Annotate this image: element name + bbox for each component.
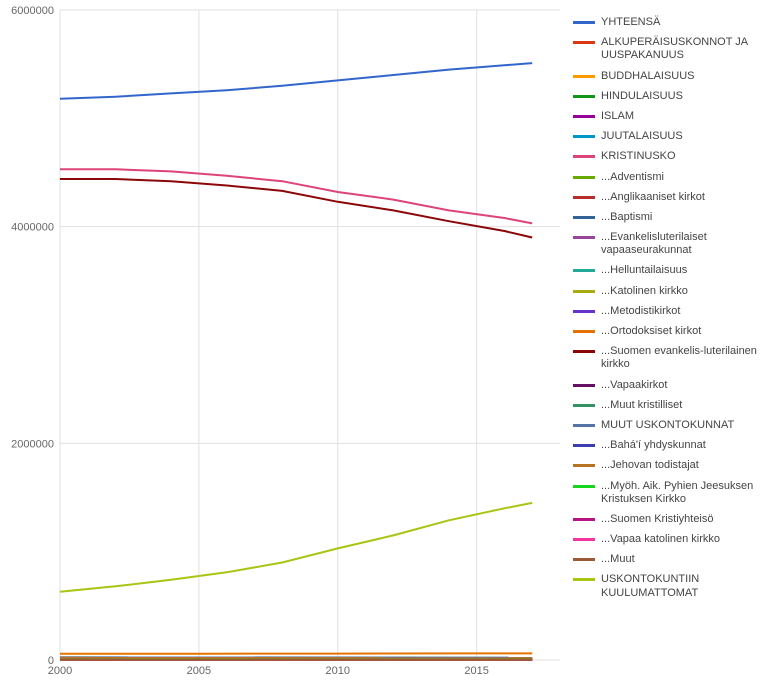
legend-item[interactable]: ...Vapaa katolinen kirkko: [573, 533, 783, 546]
legend-swatch: [573, 518, 595, 521]
legend-label: BUDDHALAISUUS: [601, 70, 783, 83]
svg-text:2005: 2005: [187, 665, 211, 677]
legend-item[interactable]: ...Bahá'í yhdyskunnat: [573, 439, 783, 452]
legend-item[interactable]: BUDDHALAISUUS: [573, 70, 783, 83]
legend-label: ...Anglikaaniset kirkot: [601, 191, 783, 204]
legend-item[interactable]: ...Ortodoksiset kirkot: [573, 325, 783, 338]
legend-swatch: [573, 236, 595, 239]
legend-swatch: [573, 135, 595, 138]
legend-item[interactable]: ...Muut: [573, 553, 783, 566]
legend-label: ...Katolinen kirkko: [601, 285, 783, 298]
legend-label: USKONTOKUNTIIN KUULUMATTOMAT: [601, 573, 783, 599]
legend-swatch: [573, 558, 595, 561]
legend-label: ...Metodistikirkot: [601, 305, 783, 318]
legend-swatch: [573, 350, 595, 353]
legend-label: ...Adventismi: [601, 171, 783, 184]
chart-plot-area: 20002005201020150200000040000006000000: [0, 0, 565, 684]
legend-item[interactable]: ...Myöh. Aik. Pyhien Jeesuksen Kristukse…: [573, 480, 783, 506]
legend-item[interactable]: YHTEENSÄ: [573, 16, 783, 29]
legend-item[interactable]: ...Adventismi: [573, 171, 783, 184]
legend-label: MUUT USKONTOKUNNAT: [601, 419, 783, 432]
legend-label: ...Helluntailaisuus: [601, 264, 783, 277]
legend: YHTEENSÄ ALKUPERÄISUSKONNOT JA UUSPAKANUU…: [565, 0, 783, 684]
legend-swatch: [573, 155, 595, 158]
legend-item[interactable]: MUUT USKONTOKUNNAT: [573, 419, 783, 432]
legend-swatch: [573, 290, 595, 293]
legend-label: ISLAM: [601, 110, 783, 123]
svg-text:2015: 2015: [464, 665, 488, 677]
svg-text:6000000: 6000000: [11, 5, 54, 17]
legend-swatch: [573, 176, 595, 179]
legend-item[interactable]: ...Baptismi: [573, 211, 783, 224]
legend-label: ...Ortodoksiset kirkot: [601, 325, 783, 338]
legend-swatch: [573, 424, 595, 427]
legend-label: ...Muut: [601, 553, 783, 566]
legend-item[interactable]: ISLAM: [573, 110, 783, 123]
legend-label: ...Suomen Kristiyhteisö: [601, 513, 783, 526]
legend-label: ...Bahá'í yhdyskunnat: [601, 439, 783, 452]
legend-item[interactable]: ...Suomen evankelis-luterilainen kirkko: [573, 345, 783, 371]
legend-swatch: [573, 216, 595, 219]
svg-text:0: 0: [48, 655, 54, 667]
legend-label: ...Myöh. Aik. Pyhien Jeesuksen Kristukse…: [601, 480, 783, 506]
legend-label: ALKUPERÄISUSKONNOT JA UUSPAKANUUS: [601, 36, 783, 62]
legend-label: ...Vapaakirkot: [601, 379, 783, 392]
chart-svg: 20002005201020150200000040000006000000: [0, 0, 565, 684]
legend-label: ...Jehovan todistajat: [601, 459, 783, 472]
svg-text:4000000: 4000000: [11, 222, 54, 234]
legend-swatch: [573, 115, 595, 118]
legend-label: ...Suomen evankelis-luterilainen kirkko: [601, 345, 783, 371]
legend-item[interactable]: USKONTOKUNTIIN KUULUMATTOMAT: [573, 573, 783, 599]
legend-swatch: [573, 464, 595, 467]
legend-item[interactable]: ...Katolinen kirkko: [573, 285, 783, 298]
legend-swatch: [573, 384, 595, 387]
legend-swatch: [573, 444, 595, 447]
legend-swatch: [573, 196, 595, 199]
legend-swatch: [573, 269, 595, 272]
legend-item[interactable]: ...Metodistikirkot: [573, 305, 783, 318]
legend-swatch: [573, 310, 595, 313]
legend-item[interactable]: ...Anglikaaniset kirkot: [573, 191, 783, 204]
legend-label: HINDULAISUUS: [601, 90, 783, 103]
legend-swatch: [573, 41, 595, 44]
svg-text:2010: 2010: [326, 665, 350, 677]
svg-text:2000000: 2000000: [11, 438, 54, 450]
legend-label: ...Evankelisluterilaiset vapaaseurakunna…: [601, 231, 783, 257]
legend-item[interactable]: ...Jehovan todistajat: [573, 459, 783, 472]
legend-item[interactable]: ...Helluntailaisuus: [573, 264, 783, 277]
legend-item[interactable]: KRISTINUSKO: [573, 150, 783, 163]
legend-label: YHTEENSÄ: [601, 16, 783, 29]
legend-swatch: [573, 404, 595, 407]
legend-label: JUUTALAISUUS: [601, 130, 783, 143]
legend-swatch: [573, 578, 595, 581]
legend-label: KRISTINUSKO: [601, 150, 783, 163]
legend-swatch: [573, 21, 595, 24]
legend-swatch: [573, 95, 595, 98]
legend-item[interactable]: ...Evankelisluterilaiset vapaaseurakunna…: [573, 231, 783, 257]
legend-item[interactable]: ...Vapaakirkot: [573, 379, 783, 392]
legend-swatch: [573, 75, 595, 78]
legend-item[interactable]: JUUTALAISUUS: [573, 130, 783, 143]
legend-item[interactable]: HINDULAISUUS: [573, 90, 783, 103]
legend-label: ...Baptismi: [601, 211, 783, 224]
legend-swatch: [573, 330, 595, 333]
legend-item[interactable]: ALKUPERÄISUSKONNOT JA UUSPAKANUUS: [573, 36, 783, 62]
legend-item[interactable]: ...Suomen Kristiyhteisö: [573, 513, 783, 526]
legend-swatch: [573, 538, 595, 541]
legend-label: ...Muut kristilliset: [601, 399, 783, 412]
legend-label: ...Vapaa katolinen kirkko: [601, 533, 783, 546]
chart-container: 20002005201020150200000040000006000000 Y…: [0, 0, 783, 684]
legend-swatch: [573, 485, 595, 488]
legend-item[interactable]: ...Muut kristilliset: [573, 399, 783, 412]
